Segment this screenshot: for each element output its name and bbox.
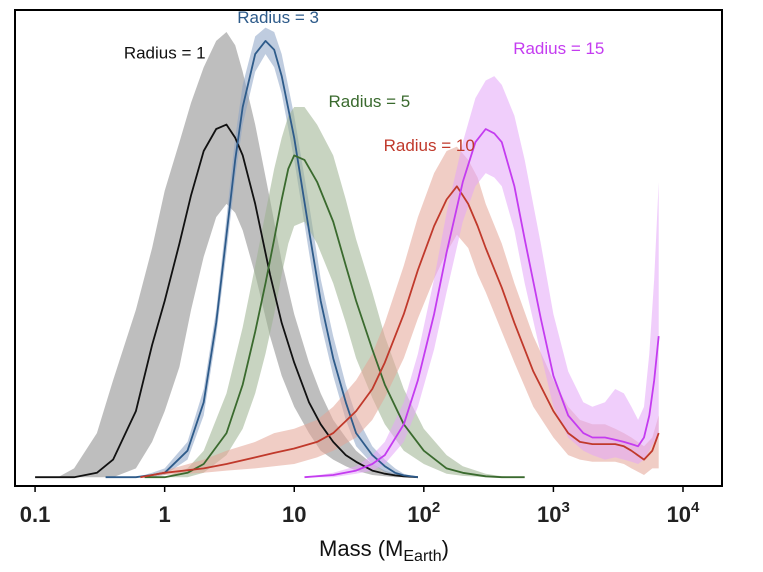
x-tick-label-4: 102 [407, 499, 440, 527]
series-3-line [144, 154, 525, 479]
x-tick-label-2: 1 [159, 502, 171, 527]
series-2-label: Radius = 3 [237, 8, 319, 27]
x-tick-label-5: 103 [537, 499, 570, 527]
x-axis-ticks [34, 486, 684, 492]
median-lines [35, 40, 660, 479]
series-1-label: Radius = 1 [124, 44, 206, 63]
x-axis-tick-labels: 0.1 1 10 102 103 104 [20, 499, 700, 527]
series-4-band [140, 146, 659, 478]
series-3-band [144, 107, 525, 478]
x-tick-label-3: 10 [282, 502, 306, 527]
series-4-line [140, 185, 660, 479]
x-axis-title-main: Mass (M [319, 536, 403, 561]
series-5-band [304, 76, 659, 478]
uncertainty-bands [35, 27, 659, 478]
series-5-line [304, 128, 660, 479]
series-2-line [105, 40, 419, 479]
series-4-label: Radius = 10 [384, 136, 475, 155]
x-axis-title-close: ) [442, 536, 449, 561]
series-2-band [105, 27, 418, 478]
plot-frame [14, 9, 723, 487]
x-tick-label-1: 0.1 [20, 502, 51, 527]
series-1-line [35, 123, 418, 479]
x-axis-title-subscript: Earth [403, 548, 441, 565]
series-3-label: Radius = 5 [329, 92, 411, 111]
series-1-band [35, 32, 418, 478]
curve-labels: Radius = 1 Radius = 3 Radius = 5 Radius = 1… [124, 8, 605, 155]
x-axis-title: Mass (MEarth) [319, 536, 449, 565]
x-tick-label-6: 104 [667, 499, 700, 527]
series-5-label: Radius = 15 [513, 39, 604, 58]
